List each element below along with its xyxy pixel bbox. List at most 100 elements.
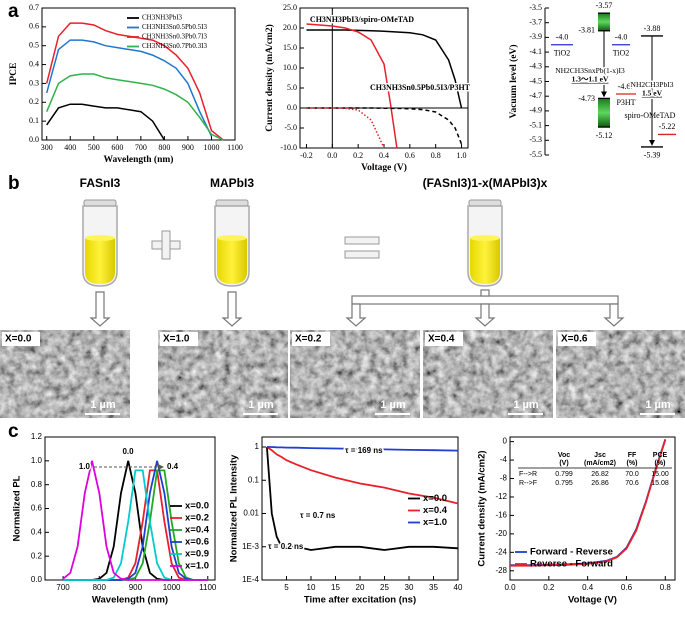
- reagent-label: (FASnI3)1-x(MAPbI3)x: [423, 176, 548, 190]
- scale-label: 1 µm: [380, 399, 406, 411]
- y-tick-label: 0.2: [29, 97, 39, 106]
- x-tick-label: 0.0: [504, 583, 516, 592]
- panel-label: b: [8, 173, 20, 194]
- liquid-surface: [470, 235, 500, 241]
- y-tick-label: 0.5: [29, 41, 39, 50]
- level-name: TiO2: [613, 49, 630, 58]
- sem-label: X=0.6: [561, 334, 588, 345]
- series-line: [266, 446, 459, 505]
- series-line: [45, 39, 213, 137]
- x-tick-label: 0.6: [621, 583, 633, 592]
- annotation: τ = 0.2 ns: [268, 542, 304, 551]
- x-tick-label: 700: [135, 143, 147, 152]
- y-tick-label: -5.0: [284, 123, 297, 132]
- series-line: [306, 107, 385, 149]
- table-cell: R-->F: [519, 480, 537, 487]
- sem-label-box: [2, 332, 40, 346]
- reagent-label: FASnI3: [80, 176, 121, 190]
- flow-stem: [480, 289, 490, 297]
- y-tick-label: 10.0: [283, 63, 297, 72]
- table-cell: 26.82: [591, 471, 609, 478]
- table-cell: 0.795: [555, 480, 573, 487]
- series-line: [510, 439, 667, 567]
- legend-label: x=1.0: [423, 517, 447, 528]
- x-tick-label: 25: [380, 583, 389, 592]
- annotation: CH3NH3PbI3/spiro-OMeTAD: [310, 15, 414, 24]
- sem-label: X=0.2: [295, 334, 322, 345]
- panel-label: a: [8, 1, 19, 22]
- y-tick-label: 1E-4: [242, 575, 259, 584]
- series-line: [62, 460, 208, 581]
- flow-arrow: [474, 303, 496, 327]
- y-tick-label: 5.0: [287, 83, 297, 92]
- legend-label: CH3NH3Sn0.3Pb0.7I3: [142, 33, 207, 41]
- level-value: -5.12: [596, 131, 613, 140]
- legend-label: x=0.0: [185, 501, 209, 512]
- annotation: τ = 169 ns: [345, 446, 383, 455]
- legend-label: x=0.0: [423, 493, 447, 504]
- y-tick-label: -4.1: [529, 47, 542, 56]
- level-name: TiO2: [554, 49, 571, 58]
- y-tick-label: 1.0: [31, 456, 43, 465]
- annotation: CH3NH3Sn0.5Pb0.5I3/P3HT: [370, 83, 471, 92]
- vial-liquid: [85, 238, 115, 284]
- vial-liquid: [217, 238, 247, 284]
- y-tick-label: -16: [495, 511, 507, 520]
- material-label: 1.3～1.1 eV: [572, 75, 609, 84]
- level-name: P3HT: [616, 98, 635, 107]
- y-tick-label: 1E-3: [242, 542, 259, 551]
- y-tick-label: 1.2: [31, 432, 43, 441]
- y-tick-label: -5.5: [529, 150, 542, 159]
- y-axis-label: Vacuum level (eV): [508, 44, 519, 118]
- x-tick-label: 1000: [203, 143, 219, 152]
- y-axis-label: Current density (mA/cm2): [264, 24, 275, 131]
- vial-cap: [83, 199, 117, 207]
- table-header: PCE: [653, 452, 668, 459]
- x-tick-label: 1100: [199, 583, 217, 592]
- y-tick-label: 0.0: [287, 103, 297, 112]
- y-tick-label: -12: [495, 492, 507, 501]
- y-tick-label: -20: [495, 529, 507, 538]
- x-tick-label: 800: [93, 583, 107, 592]
- table-cell: 15.00: [651, 471, 669, 478]
- y-tick-label: -24: [495, 547, 507, 556]
- x-tick-label: 0.2: [543, 583, 555, 592]
- x-tick-label: 900: [182, 143, 194, 152]
- x-tick-label: 0.8: [431, 151, 441, 160]
- y-tick-label: -28: [495, 566, 507, 575]
- sem-label: X=1.0: [163, 334, 190, 345]
- level-value: -3.81: [578, 26, 595, 35]
- table-header: Voc: [558, 452, 570, 459]
- annotation: 0.4: [167, 462, 179, 471]
- table-unit: (%): [655, 460, 666, 467]
- y-tick-label: 0.0: [29, 135, 39, 144]
- x-tick-label: 0.4: [379, 151, 389, 160]
- y-tick-label: 0.6: [29, 22, 39, 31]
- series-line: [266, 446, 459, 551]
- y-tick-label: 0.7: [29, 3, 39, 12]
- legend-label: x=0.6: [185, 537, 209, 548]
- y-tick-label: -4.5: [529, 76, 542, 85]
- annotation: τ = 0.7 ns: [300, 511, 336, 520]
- flow-arrow: [221, 291, 243, 327]
- y-tick-label: -8: [500, 474, 508, 483]
- y-tick-label: -4.7: [529, 91, 542, 100]
- table-unit: (V): [559, 460, 568, 467]
- series-line: [46, 103, 166, 141]
- material-label: NH2CH3SnxPb(1-x)I3: [555, 66, 625, 75]
- y-tick-label: 0.0: [31, 575, 43, 584]
- y-tick-label: 25.0: [283, 3, 297, 12]
- x-tick-label: 300: [41, 143, 53, 152]
- y-tick-label: 0.4: [29, 59, 39, 68]
- series-line: [306, 29, 463, 109]
- x-tick-label: 1100: [227, 143, 243, 152]
- y-tick-label: -10.0: [280, 143, 297, 152]
- table-header: Jsc: [594, 452, 606, 459]
- y-tick-label: -5.1: [529, 120, 542, 129]
- equals-sign: [344, 250, 380, 259]
- level-value: -4.0: [556, 33, 569, 42]
- level-value: -4.67: [618, 82, 635, 91]
- x-axis-label: Wavelength (nm): [104, 154, 174, 165]
